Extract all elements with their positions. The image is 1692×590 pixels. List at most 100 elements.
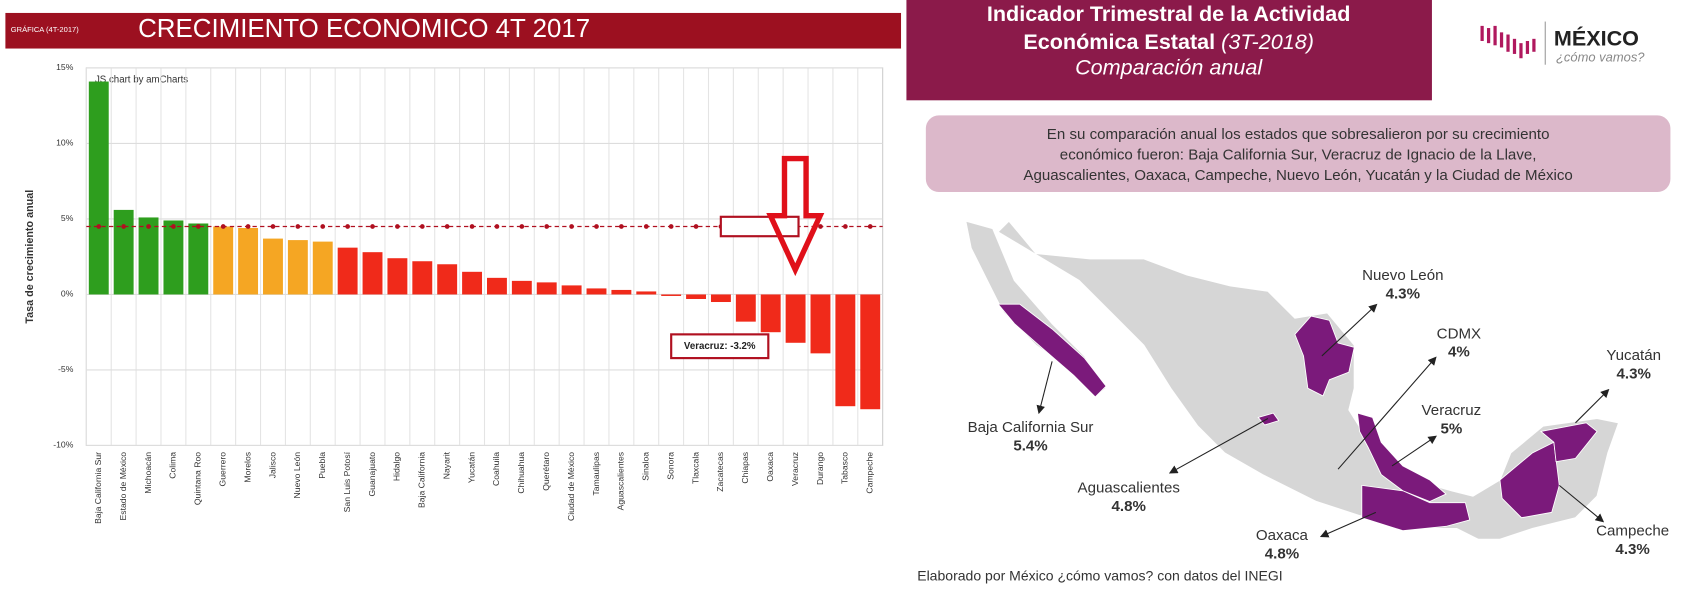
bar — [312, 241, 333, 295]
bar — [163, 220, 184, 295]
x-tick-label: Puebla — [317, 452, 327, 479]
chart-title: CRECIMIENTO ECONOMICO 4T 2017 — [138, 15, 590, 43]
summary-line: En su comparación anual los estados que … — [1047, 126, 1550, 143]
reference-dot — [444, 224, 450, 229]
map-label-value: 4.3% — [1615, 541, 1650, 558]
map-label-value: 4.8% — [1265, 545, 1300, 562]
summary-line: Aguascalientes, Oaxaca, Campeche, Nuevo … — [1023, 167, 1572, 184]
reference-dot — [245, 224, 251, 229]
x-tick-label: Sonora — [665, 452, 675, 480]
state-campeche — [1499, 441, 1560, 519]
map-arrow — [1036, 361, 1053, 415]
reference-dot — [295, 224, 301, 229]
bar — [238, 228, 259, 295]
y-tick-label: -10% — [53, 440, 73, 450]
map-label-name: Yucatán — [1606, 347, 1661, 364]
x-tick-label: Quintana Roo — [193, 452, 203, 505]
y-axis-label: Tasa de crecimiento anual — [24, 190, 36, 324]
y-tick-label: 0% — [61, 289, 74, 299]
x-tick-label: Veracruz — [790, 452, 800, 486]
bar — [835, 294, 856, 407]
bar — [860, 294, 881, 410]
bar — [735, 294, 756, 322]
header-title: Económica Estatal (3T-2018) — [1023, 29, 1314, 54]
map-arrow — [1391, 435, 1437, 467]
reference-dot — [195, 224, 201, 229]
header-title-line: Económica Estatal — [1023, 29, 1215, 54]
bar — [561, 285, 582, 295]
x-tick-label: Baja California Sur — [93, 452, 103, 524]
x-tick-label: Nayarit — [441, 451, 451, 479]
map-arrow — [1575, 388, 1610, 424]
reference-dot — [842, 224, 848, 229]
bar — [785, 294, 806, 343]
title-bar — [5, 12, 902, 49]
reference-dot — [818, 224, 823, 229]
x-tick-label: Morelos — [242, 452, 252, 483]
y-tick-label: 15% — [56, 62, 74, 72]
annotation-box — [670, 333, 770, 360]
summary-box — [925, 115, 1671, 192]
bar — [362, 252, 383, 295]
state-aguascalientes — [1257, 412, 1280, 426]
y-tick-label: -5% — [58, 364, 74, 374]
map — [965, 220, 1620, 540]
bar — [511, 280, 532, 295]
x-tick-label: Oaxaca — [765, 452, 775, 482]
reference-dot — [345, 224, 351, 229]
map-label-name: Campeche — [1596, 523, 1669, 540]
bar — [586, 288, 607, 295]
x-tick-label: Estado de México — [118, 452, 128, 521]
bar — [462, 271, 483, 295]
state-nuevo-leon — [1294, 315, 1355, 397]
header-title: Indicador Trimestral de la Actividad — [987, 1, 1351, 26]
x-tick-label: Jalisco — [267, 452, 277, 479]
x-tick-label: Michoacán — [143, 452, 153, 494]
map-label-name: Nuevo León — [1362, 267, 1443, 284]
reference-dot — [519, 224, 525, 229]
x-tick-label: Durango — [815, 452, 825, 485]
reference-dot — [121, 224, 127, 229]
reference-dot — [370, 224, 375, 229]
x-tick-label: Querétaro — [541, 452, 551, 491]
bar — [636, 291, 657, 295]
bar — [188, 223, 209, 295]
reference-dot — [171, 224, 176, 229]
bar — [810, 294, 831, 354]
bar — [263, 238, 283, 295]
header-subtitle: Comparación anual — [1075, 55, 1263, 80]
bar — [387, 258, 408, 295]
reference-dot — [544, 224, 550, 229]
map-label-value: 4.3% — [1386, 285, 1421, 302]
x-tick-label: Chihuahua — [516, 452, 526, 494]
x-tick-label: Campeche — [865, 452, 875, 494]
state-veracruz — [1356, 412, 1447, 503]
map-label-name: Aguascalientes — [1078, 480, 1180, 497]
map-arrow — [1558, 484, 1605, 523]
state-yucatan — [1539, 422, 1598, 463]
state-oaxaca — [1361, 484, 1471, 532]
logo-icon — [1480, 25, 1536, 59]
reference-dot — [96, 224, 102, 229]
map-arrow — [1168, 418, 1269, 474]
note-box — [719, 215, 800, 238]
x-tick-label: Tabasco — [840, 452, 850, 484]
bar — [611, 289, 632, 295]
x-tick-label: Tlaxcala — [690, 452, 700, 484]
arrow — [766, 155, 825, 277]
x-tick-label: Zacatecas — [715, 452, 725, 492]
bar — [138, 217, 159, 295]
reference-dot — [569, 224, 574, 229]
map-label-value: 4.3% — [1617, 365, 1652, 382]
x-tick-label: Nuevo León — [292, 452, 302, 499]
x-tick-label: Baja California — [417, 452, 427, 508]
bar — [661, 294, 682, 296]
bar — [486, 277, 507, 295]
bar — [113, 209, 134, 295]
bar — [412, 261, 433, 295]
reference-dot — [619, 224, 624, 229]
reference-dot — [693, 224, 699, 229]
bar — [710, 294, 731, 303]
map-label-name: Veracruz — [1422, 402, 1482, 419]
